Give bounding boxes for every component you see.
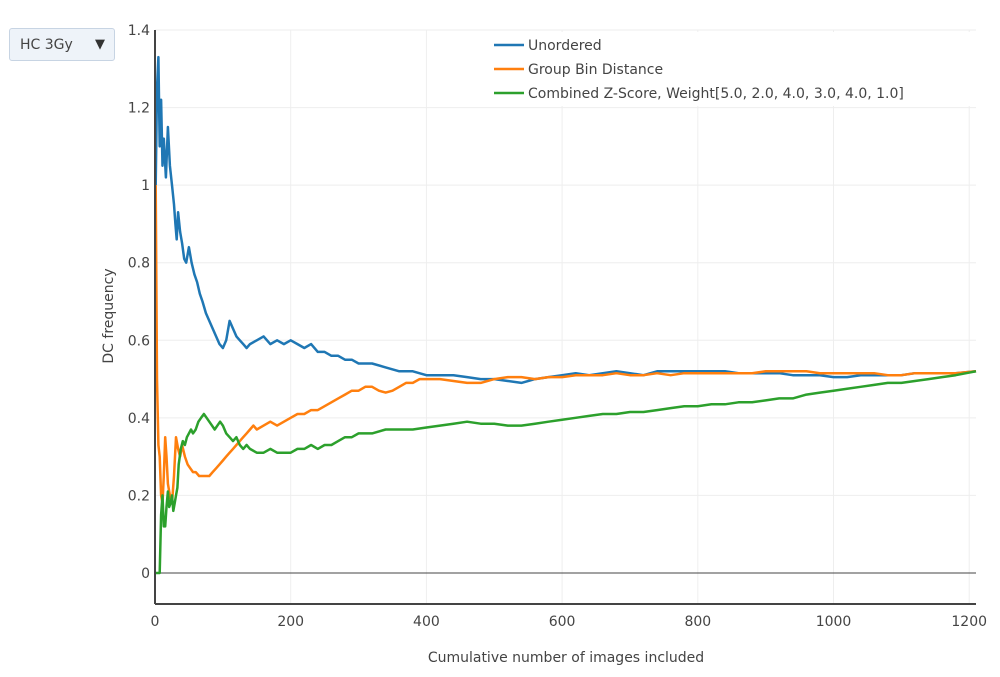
axes	[154, 30, 976, 605]
series-line-3	[155, 370, 977, 575]
x-tick-label: 800	[684, 614, 711, 630]
dropdown-selected-label: HC 3Gy	[20, 36, 73, 53]
legend-label-2: Group Bin Distance	[528, 62, 663, 78]
legend-label-1: Unordered	[528, 38, 602, 54]
y-tick-label: 0.6	[128, 333, 150, 349]
y-tick-label: 0.8	[128, 256, 150, 272]
series-line-2	[154, 185, 977, 505]
y-tick-label: 1	[141, 178, 150, 194]
dataset-dropdown[interactable]: HC 3Gy ▼	[9, 28, 115, 61]
x-tick-label: 400	[413, 614, 440, 630]
x-tick-label: 600	[549, 614, 576, 630]
x-tick-label: 1000	[816, 614, 852, 630]
triangle-down-icon: ▼	[95, 37, 105, 52]
y-axis-title: DC frequency	[101, 268, 117, 363]
legend-label-3: Combined Z-Score, Weight[5.0, 2.0, 4.0, …	[528, 86, 904, 102]
y-tick-label: 0	[141, 566, 150, 582]
legend-background	[487, 32, 976, 106]
x-tick-label: 200	[277, 614, 304, 630]
y-tick-label: 0.2	[128, 488, 150, 504]
grid-lines	[155, 29, 976, 604]
legend: Unordered Group Bin Distance Combined Z-Sc…	[487, 32, 976, 106]
y-tick-label: 1.4	[128, 23, 150, 39]
y-tick-label: 0.4	[128, 411, 150, 427]
x-tick-label: 0	[151, 614, 160, 630]
x-axis-title: Cumulative number of images included	[428, 650, 704, 666]
y-tick-label: 1.2	[128, 101, 150, 117]
x-tick-label: 1200	[951, 614, 987, 630]
series-lines	[154, 55, 977, 575]
tick-labels: 0 200 400 600 800 1000 1200 0 0.2 0.4 0.6 0.8 1 1.2 1.…	[128, 23, 987, 630]
